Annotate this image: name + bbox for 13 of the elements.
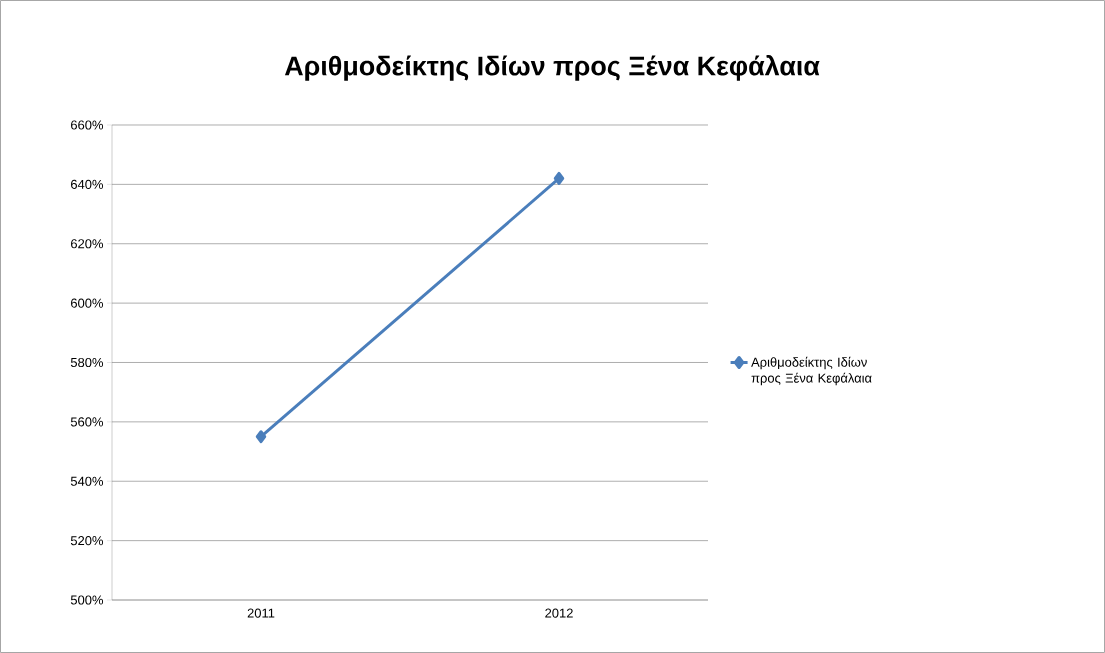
chart-title: Αριθμοδείκτης Ιδίων προς Ξένα Κεφάλαια xyxy=(284,55,820,81)
legend-label: Αριθμοδείκτης Ιδίων προς Ξένα Κεφάλαια xyxy=(751,356,872,386)
y-tick-label: 600% xyxy=(71,298,104,308)
y-tick-label: 560% xyxy=(70,417,104,427)
x-tick-label: 2012 xyxy=(545,608,573,618)
y-tick-label: 640% xyxy=(71,179,104,189)
y-tick-label: 500% xyxy=(70,595,104,605)
y-tick-label: 660% xyxy=(71,120,104,130)
y-tick-label: 620% xyxy=(71,239,104,249)
y-tick-label: 540% xyxy=(70,476,104,486)
y-tick-label: 580% xyxy=(70,357,104,368)
x-tick-label: 2011 xyxy=(247,608,275,618)
y-tick-label: 520% xyxy=(70,536,104,546)
